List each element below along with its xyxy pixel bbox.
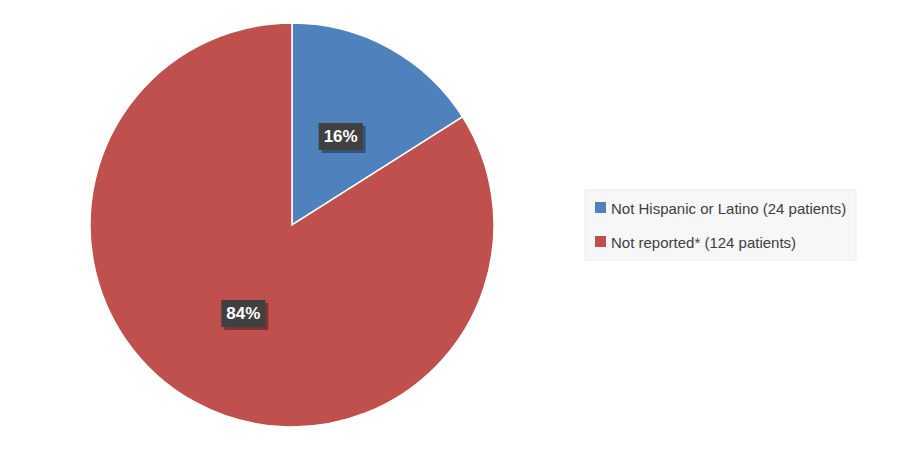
legend-swatch bbox=[595, 236, 606, 247]
data-label: 16% bbox=[324, 127, 358, 146]
pie-slice bbox=[90, 23, 494, 427]
data-label: 84% bbox=[226, 304, 260, 323]
legend-label: Not reported* (124 patients) bbox=[611, 234, 796, 251]
data-label-box bbox=[319, 123, 363, 150]
data-label-group: 16% bbox=[319, 123, 366, 153]
chart: 16% 84% Not Hispanic or Latino (24 patient… bbox=[0, 0, 900, 450]
pie bbox=[90, 23, 494, 427]
legend-label: Not Hispanic or Latino (24 patients) bbox=[611, 200, 846, 217]
legend-swatch bbox=[595, 202, 606, 213]
data-labels: 16% 84% bbox=[221, 123, 365, 330]
data-label-box bbox=[221, 300, 265, 327]
data-label-group: 84% bbox=[221, 300, 268, 330]
legend: Not Hispanic or Latino (24 patients) Not … bbox=[585, 190, 856, 260]
legend-background bbox=[585, 190, 856, 260]
